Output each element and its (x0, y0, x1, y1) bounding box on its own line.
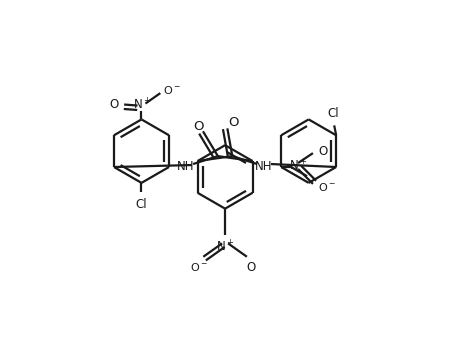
Text: O: O (228, 116, 239, 129)
Text: O: O (318, 145, 327, 158)
Text: N$^+$: N$^+$ (133, 97, 152, 112)
Text: O: O (110, 98, 119, 111)
Text: Cl: Cl (136, 198, 147, 211)
Text: NH: NH (177, 159, 195, 173)
Text: O$^-$: O$^-$ (190, 261, 208, 273)
Text: O: O (193, 120, 203, 133)
Text: N$^+$: N$^+$ (216, 239, 235, 255)
Text: O$^-$: O$^-$ (163, 84, 181, 96)
Text: N$^+$: N$^+$ (289, 158, 307, 174)
Text: O: O (246, 261, 256, 274)
Text: O$^-$: O$^-$ (318, 181, 336, 193)
Text: Cl: Cl (328, 108, 339, 120)
Text: NH: NH (255, 159, 273, 173)
